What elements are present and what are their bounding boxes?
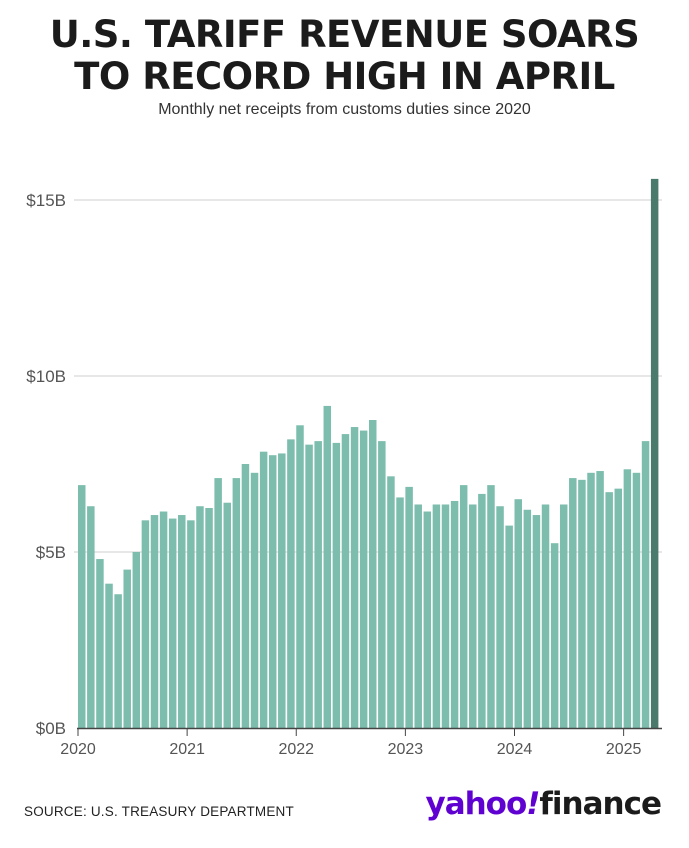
- bar: [405, 486, 413, 728]
- title-line-1: U.S. TARIFF REVENUE SOARS: [49, 13, 640, 56]
- yahoo-finance-logo: yahoo!finance: [425, 786, 662, 822]
- bar: [105, 583, 113, 728]
- bar: [596, 471, 604, 728]
- y-tick-label: $15B: [26, 191, 66, 210]
- bar: [541, 504, 550, 728]
- bar: [550, 543, 559, 728]
- bar: [396, 497, 404, 728]
- bar: [359, 430, 368, 728]
- bar: [478, 493, 486, 728]
- bar: [641, 441, 650, 728]
- bar: [441, 504, 450, 728]
- bar: [587, 472, 595, 728]
- bar: [323, 405, 332, 728]
- x-tick-label: 2024: [497, 741, 533, 758]
- bar: [378, 441, 386, 728]
- bar: [414, 504, 422, 728]
- x-tick-label: 2022: [278, 741, 314, 758]
- bar: [623, 469, 632, 728]
- bar: [114, 594, 122, 728]
- bar: [559, 504, 568, 728]
- bar: [487, 485, 495, 728]
- x-tick-label: 2020: [60, 741, 96, 758]
- bar: [268, 455, 277, 728]
- y-tick-label: $5B: [36, 543, 66, 562]
- bar-chart: $0B $5B $10B $15B 2020 2021 2022 2023 2024 2025: [26, 178, 662, 758]
- bar: [459, 485, 468, 728]
- y-axis-tick-labels: $0B $5B $10B $15B: [26, 191, 66, 738]
- bar: [178, 515, 186, 728]
- bar: [632, 472, 641, 728]
- bar: [241, 464, 250, 728]
- bar-highlight: [650, 178, 659, 728]
- bar: [87, 506, 95, 728]
- source-note: SOURCE: U.S. TREASURY DEPARTMENT: [24, 804, 294, 819]
- bars: [78, 178, 659, 728]
- bar: [278, 453, 286, 728]
- bar: [505, 525, 513, 728]
- bar: [314, 441, 322, 728]
- bar: [341, 434, 350, 728]
- x-tick-label: 2023: [388, 741, 424, 758]
- bar: [369, 420, 377, 728]
- bar: [305, 444, 313, 728]
- bar: [214, 478, 222, 728]
- bar: [523, 509, 532, 728]
- bar: [159, 511, 168, 728]
- bar: [232, 478, 241, 728]
- x-tick-label: 2025: [606, 741, 642, 758]
- bar: [168, 518, 177, 728]
- bar: [132, 552, 141, 728]
- bar: [496, 506, 504, 728]
- bar: [141, 520, 150, 728]
- bar: [287, 439, 295, 728]
- bar: [387, 476, 395, 728]
- bar: [205, 508, 213, 728]
- bar: [223, 502, 231, 728]
- y-tick-label: $0B: [36, 719, 66, 738]
- bar: [250, 472, 259, 728]
- bar: [96, 559, 104, 728]
- bar: [123, 569, 131, 728]
- bar: [196, 506, 204, 728]
- y-tick-label: $10B: [26, 367, 66, 386]
- bar: [605, 492, 613, 728]
- bar: [614, 488, 623, 728]
- bar: [78, 485, 86, 728]
- x-tick-label: 2021: [169, 741, 205, 758]
- bar: [259, 451, 268, 728]
- bar: [332, 442, 341, 728]
- bar: [150, 515, 159, 728]
- chart-title: U.S. TARIFF REVENUE SOARS TO RECORD HIGH…: [0, 14, 689, 98]
- title-line-2: TO RECORD HIGH IN APRIL: [74, 55, 615, 98]
- bar: [569, 478, 577, 728]
- bar: [469, 504, 477, 728]
- bar: [187, 520, 195, 728]
- x-axis-tick-labels: 2020 2021 2022 2023 2024 2025: [60, 728, 642, 758]
- bar: [296, 425, 304, 728]
- bar: [578, 479, 586, 728]
- bar: [423, 511, 432, 728]
- bar: [532, 515, 541, 728]
- bar: [350, 427, 359, 728]
- chart-subtitle: Monthly net receipts from customs duties…: [158, 101, 531, 118]
- bar: [450, 500, 459, 728]
- bar: [432, 504, 441, 728]
- bar: [514, 499, 522, 728]
